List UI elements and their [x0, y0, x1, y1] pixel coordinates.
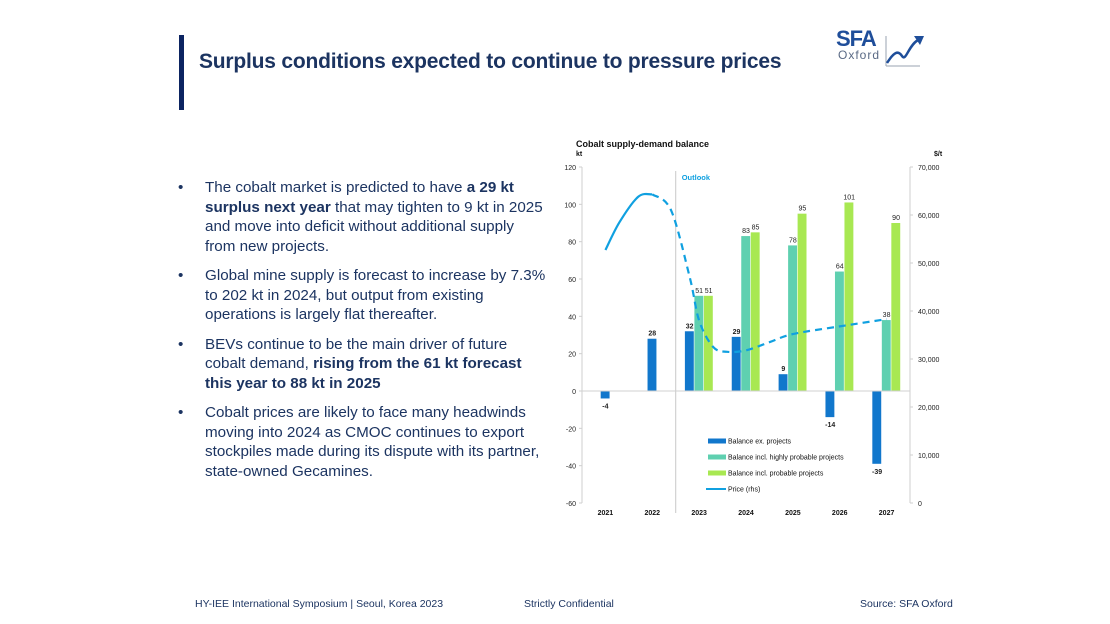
y2-tick-label: 60,000: [918, 213, 940, 220]
data-label: 83: [742, 228, 750, 235]
bullet-emphasis: a 29 kt surplus next year: [205, 179, 514, 216]
footer-source: Source: SFA Oxford: [860, 598, 953, 610]
legend-label: Balance incl. highly probable projects: [728, 455, 844, 462]
bar-balance-ex-projects: [872, 391, 882, 464]
data-label: 29: [733, 329, 741, 336]
bar-balance-probable: [703, 295, 713, 391]
legend-label: Price (rhs): [728, 487, 760, 494]
bar-balance-ex-projects: [778, 374, 788, 391]
bullet-list: • The cobalt market is predicted to have …: [178, 178, 548, 491]
data-label: 51: [695, 288, 703, 295]
y-tick-label: -60: [566, 501, 576, 508]
x-tick-label: 2021: [598, 510, 614, 517]
bar-balance-ex-projects: [600, 391, 610, 399]
bar-balance-highly-probable: [881, 320, 891, 391]
logo-subtitle: Oxford: [838, 48, 881, 62]
data-label: 28: [648, 331, 656, 338]
data-label: 85: [752, 224, 760, 231]
y2-tick-label: 40,000: [918, 309, 940, 316]
data-label: 9: [781, 366, 785, 373]
y-tick-label: -40: [566, 464, 576, 471]
x-tick-label: 2027: [879, 510, 895, 517]
sfa-oxford-logo: SFA Oxford: [836, 26, 936, 70]
y-tick-label: 40: [568, 314, 576, 321]
bullet-item: • Cobalt prices are likely to face many h…: [178, 403, 548, 481]
data-label: 78: [789, 237, 797, 244]
y-axis-unit: kt: [576, 151, 583, 158]
bar-balance-probable: [844, 202, 854, 391]
bar-balance-highly-probable: [788, 245, 798, 391]
bar-balance-probable: [797, 213, 807, 391]
y2-tick-label: 0: [918, 501, 922, 508]
legend-swatch: [708, 470, 726, 476]
bullet-item: • The cobalt market is predicted to have …: [178, 178, 548, 256]
rising-arrow-icon: [885, 36, 924, 67]
bar-balance-ex-projects: [731, 336, 741, 391]
data-label: 64: [836, 264, 844, 271]
bullet-text: Global mine supply is forecast to increa…: [205, 267, 546, 323]
x-tick-label: 2025: [785, 510, 801, 517]
x-tick-label: 2024: [738, 510, 754, 517]
outlook-label: Outlook: [682, 173, 711, 182]
data-label: 101: [843, 194, 855, 201]
data-label: -39: [872, 469, 882, 476]
legend-swatch: [708, 454, 726, 460]
bar-balance-highly-probable: [834, 271, 844, 391]
bullet-text: The cobalt market is predicted to have: [205, 179, 467, 196]
bar-balance-probable: [891, 223, 901, 391]
bar-balance-probable: [750, 232, 760, 391]
y-tick-label: 100: [564, 202, 576, 209]
logo-text: SFA: [836, 26, 877, 51]
bullet-text: BEVs continue to be the main driver of f…: [205, 335, 508, 373]
bar-balance-highly-probable: [741, 236, 751, 391]
bullet-dot: •: [178, 335, 184, 353]
y2-tick-label: 20,000: [918, 405, 940, 412]
footer-confidential: Strictly Confidential: [524, 598, 614, 610]
bar-balance-ex-projects: [684, 331, 694, 391]
legend-swatch: [708, 438, 726, 444]
bar-balance-ex-projects: [647, 338, 657, 391]
bullet-dot: •: [178, 267, 184, 284]
legend-label: Balance incl. probable projects: [728, 471, 824, 478]
y2-tick-label: 30,000: [918, 357, 940, 364]
bullet-text: that may tighten to 9 kt in 2025 and mov…: [205, 198, 543, 255]
y-tick-label: 80: [568, 240, 576, 247]
footer-event: HY-IEE International Symposium | Seoul, …: [195, 598, 444, 610]
y2-axis-unit: $/t: [934, 151, 943, 158]
data-label: -14: [825, 422, 835, 429]
y-tick-label: 20: [568, 352, 576, 359]
bullet-item: • BEVs continue to be the main driver of …: [178, 335, 548, 394]
y-tick-label: 120: [564, 165, 576, 172]
price-line-forecast: [651, 193, 887, 354]
y2-tick-label: 10,000: [918, 453, 940, 460]
bullet-dot: •: [178, 179, 184, 196]
bar-balance-ex-projects: [825, 391, 835, 418]
data-label: 51: [705, 288, 713, 295]
data-label: 38: [883, 312, 891, 319]
bullet-dot: •: [178, 404, 184, 421]
price-line-actual: [604, 192, 653, 251]
legend-label: Balance ex. projects: [728, 439, 792, 446]
chart-title: Cobalt supply-demand balance: [576, 139, 709, 149]
y-tick-label: 60: [568, 277, 576, 284]
y2-tick-label: 50,000: [918, 261, 940, 268]
bar-balance-highly-probable: [694, 295, 704, 391]
x-tick-label: 2022: [644, 510, 660, 517]
x-tick-label: 2026: [832, 510, 848, 517]
data-label: 32: [686, 323, 694, 330]
bullet-emphasis: rising from the 61 kt forecast this year…: [205, 355, 522, 392]
slide-title: Surplus conditions expected to continue …: [199, 50, 782, 73]
title-accent-bar: [179, 35, 184, 110]
bullet-item: • Global mine supply is forecast to incre…: [178, 266, 548, 325]
y-tick-label: 0: [572, 389, 576, 396]
data-label: -4: [602, 403, 608, 410]
x-tick-label: 2023: [691, 510, 707, 517]
data-label: 90: [892, 215, 900, 222]
y-tick-label: -20: [566, 426, 576, 433]
bullet-text: Cobalt prices are likely to face many he…: [205, 404, 540, 480]
data-label: 95: [798, 206, 806, 213]
y2-tick-label: 70,000: [918, 165, 940, 172]
